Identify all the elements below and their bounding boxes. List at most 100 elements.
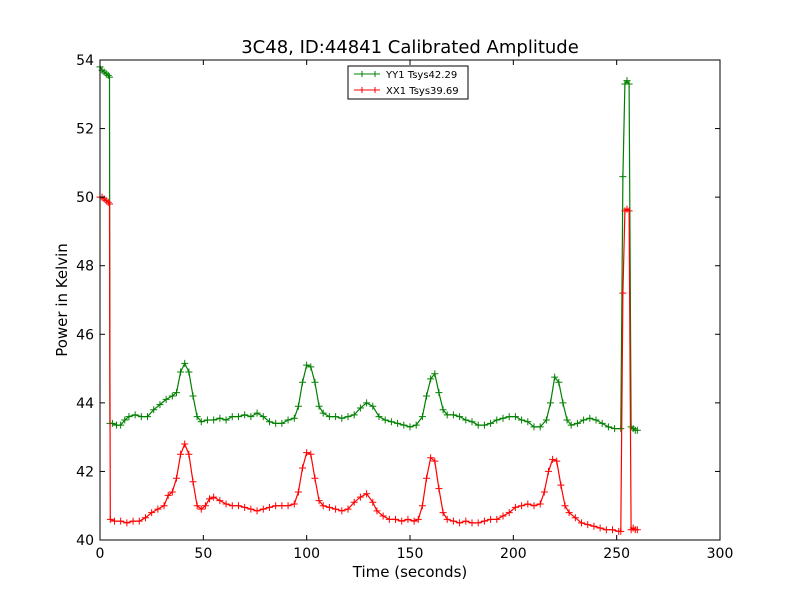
- data-point: [511, 503, 519, 511]
- data-point: [414, 515, 422, 523]
- data-point: [265, 503, 273, 511]
- data-point: [228, 502, 236, 510]
- data-point: [185, 368, 193, 376]
- data-point: [468, 418, 476, 426]
- data-point: [160, 502, 168, 510]
- data-point: [410, 517, 418, 525]
- data-point: [518, 502, 526, 510]
- data-point: [141, 514, 149, 522]
- legend: YY1 Tsys42.29 XX1 Tsys39.69: [347, 65, 469, 100]
- x-tick-label: 300: [707, 546, 734, 562]
- data-point: [203, 416, 211, 424]
- data-point: [449, 411, 457, 419]
- legend-label-yy1: YY1 Tsys42.29: [385, 70, 457, 81]
- data-point: [177, 368, 185, 376]
- data-point: [617, 425, 625, 433]
- data-point: [584, 521, 592, 529]
- data-point: [449, 517, 457, 525]
- data-point: [427, 454, 435, 462]
- y-tick-label: 48: [76, 259, 94, 275]
- data-point: [571, 514, 579, 522]
- data-point: [567, 421, 575, 429]
- data-point: [439, 406, 447, 414]
- data-point: [123, 519, 131, 527]
- data-point: [542, 416, 550, 424]
- data-point: [332, 505, 340, 513]
- data-point: [418, 502, 426, 510]
- data-point: [177, 450, 185, 458]
- data-point: [319, 502, 327, 510]
- data-point: [156, 401, 164, 409]
- data-point: [462, 517, 470, 525]
- data-point: [406, 423, 414, 431]
- data-point: [259, 505, 267, 513]
- y-tick-label: 44: [76, 396, 94, 412]
- data-point: [625, 207, 633, 215]
- data-point: [216, 414, 224, 422]
- y-axis-label: Power in Kelvin: [53, 243, 71, 357]
- data-point: [387, 418, 395, 426]
- data-point: [573, 419, 581, 427]
- data-point: [462, 416, 470, 424]
- data-point: [241, 411, 249, 419]
- data-point: [303, 361, 311, 369]
- data-point: [373, 507, 381, 515]
- data-point: [412, 421, 420, 429]
- data-point: [150, 406, 158, 414]
- data-point: [189, 478, 197, 486]
- data-point: [404, 515, 412, 523]
- series-1: [96, 193, 641, 535]
- data-point: [311, 378, 319, 386]
- data-point: [307, 450, 315, 458]
- data-point: [369, 402, 377, 410]
- legend-marker-xx1: [359, 87, 378, 93]
- data-point: [315, 497, 323, 505]
- data-point: [228, 413, 236, 421]
- data-point: [117, 517, 125, 525]
- data-point: [131, 411, 139, 419]
- data-point: [363, 399, 371, 407]
- data-point: [536, 423, 544, 431]
- data-point: [375, 413, 383, 421]
- data-point: [294, 402, 302, 410]
- data-point: [290, 414, 298, 422]
- data-point: [303, 449, 311, 457]
- data-point: [524, 418, 532, 426]
- chart-title: 3C48, ID:44841 Calibrated Amplitude: [241, 37, 579, 58]
- data-point: [439, 509, 447, 517]
- data-point: [210, 416, 218, 424]
- data-point: [443, 411, 451, 419]
- data-point: [398, 517, 406, 525]
- y-tick-label: 40: [76, 533, 94, 549]
- data-point: [144, 413, 152, 421]
- x-tick-label: 150: [397, 546, 424, 562]
- data-point: [580, 416, 588, 424]
- data-point: [381, 416, 389, 424]
- data-point: [557, 481, 565, 489]
- legend-entry-xx1: XX1 Tsys39.69: [354, 86, 459, 97]
- data-point: [117, 421, 125, 429]
- x-tick-label: 200: [500, 546, 527, 562]
- data-point: [162, 395, 170, 403]
- data-point: [443, 515, 451, 523]
- data-point: [104, 198, 112, 206]
- data-point: [181, 440, 189, 448]
- data-point: [164, 491, 172, 499]
- data-point: [247, 413, 255, 421]
- data-point: [106, 73, 114, 81]
- data-point: [530, 423, 538, 431]
- ticks-layer: 0 50 100 150 200 250 300 40 42 44 46 48 50 52 54: [76, 53, 733, 562]
- data-point: [553, 457, 561, 465]
- data-point: [189, 392, 197, 400]
- data-point: [253, 507, 261, 515]
- legend-box: [347, 65, 469, 100]
- data-point: [487, 515, 495, 523]
- data-point: [197, 505, 205, 513]
- data-point: [247, 505, 255, 513]
- data-point: [394, 419, 402, 427]
- data-point: [325, 503, 333, 511]
- data-point: [294, 488, 302, 496]
- data-point: [604, 423, 612, 431]
- data-point: [129, 517, 137, 525]
